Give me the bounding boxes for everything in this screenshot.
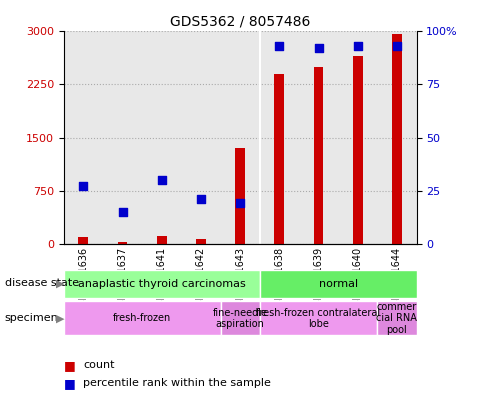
Text: disease state: disease state [5, 278, 79, 288]
FancyBboxPatch shape [220, 301, 260, 335]
Text: ■: ■ [64, 359, 75, 372]
Text: ■: ■ [64, 376, 75, 390]
FancyBboxPatch shape [260, 301, 377, 335]
Bar [235, 148, 245, 244]
Bar [78, 237, 88, 244]
Text: percentile rank within the sample: percentile rank within the sample [83, 378, 271, 388]
Text: commer
cial RNA
pool: commer cial RNA pool [376, 302, 417, 335]
Text: normal: normal [318, 279, 358, 289]
Bar [274, 74, 284, 244]
FancyBboxPatch shape [377, 301, 416, 335]
Point [119, 209, 126, 215]
FancyBboxPatch shape [260, 270, 416, 298]
Text: specimen: specimen [5, 313, 59, 323]
FancyBboxPatch shape [64, 301, 220, 335]
Bar [118, 242, 127, 244]
Text: fine-needle
aspiration: fine-needle aspiration [213, 308, 268, 329]
Text: anaplastic thyroid carcinomas: anaplastic thyroid carcinomas [78, 279, 245, 289]
Text: ▶: ▶ [56, 313, 65, 323]
Bar [392, 34, 402, 244]
Point [354, 43, 362, 50]
Point [197, 196, 205, 202]
Text: fresh-frozen: fresh-frozen [113, 313, 171, 323]
Point [158, 177, 166, 183]
Title: GDS5362 / 8057486: GDS5362 / 8057486 [170, 15, 310, 29]
FancyBboxPatch shape [64, 270, 260, 298]
Point [393, 43, 401, 50]
Point [315, 45, 322, 51]
Text: count: count [83, 360, 115, 371]
Point [79, 183, 87, 189]
Bar [314, 67, 323, 244]
Bar [157, 236, 167, 244]
Text: fresh-frozen contralateral
lobe: fresh-frozen contralateral lobe [256, 308, 381, 329]
Bar [196, 239, 206, 244]
Text: ▶: ▶ [56, 278, 65, 288]
Bar [353, 56, 363, 244]
Point [236, 200, 244, 206]
Point [275, 43, 283, 50]
